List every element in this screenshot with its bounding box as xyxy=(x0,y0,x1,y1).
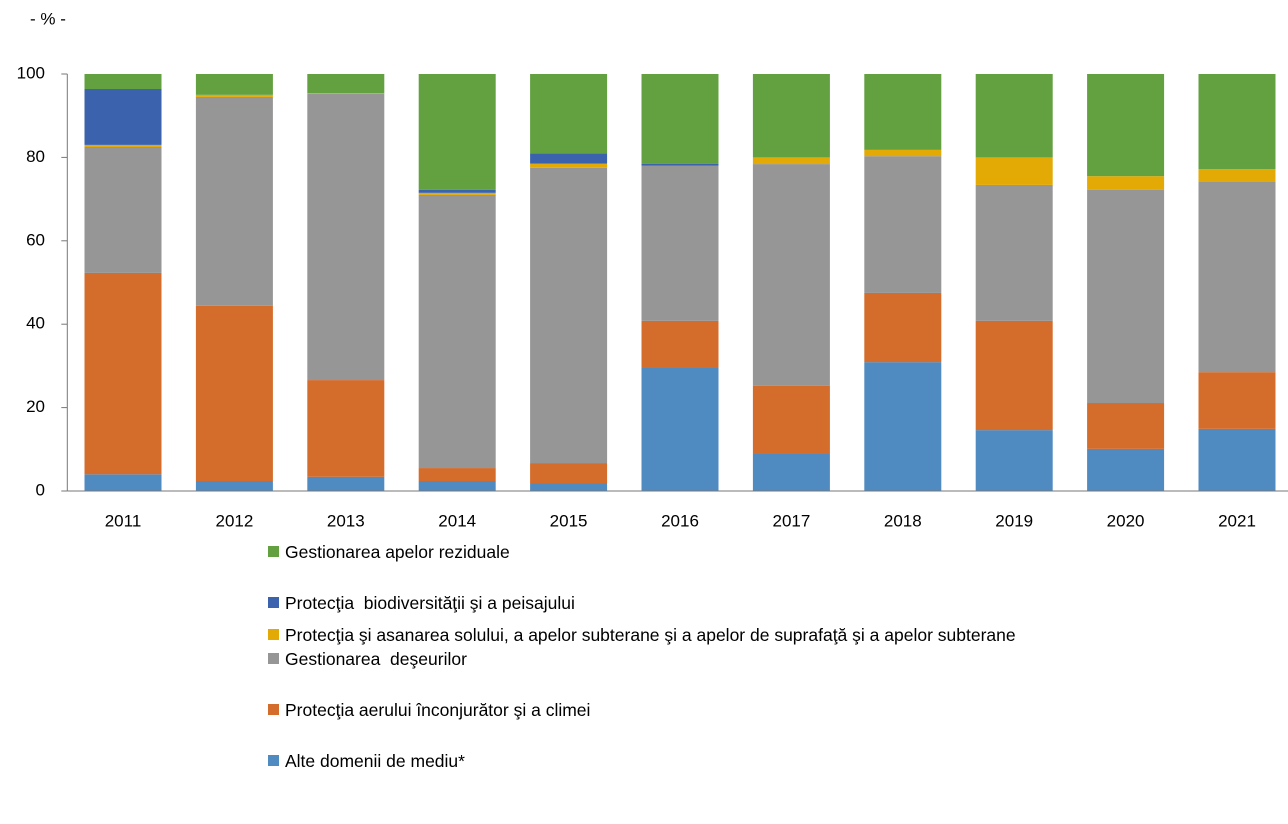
legend-item: Gestionarea deşeurilor xyxy=(268,647,1268,671)
bar-segment xyxy=(864,156,942,293)
bar-segment xyxy=(195,74,273,95)
y-tick-label: 100 xyxy=(17,63,45,82)
bar-segment xyxy=(418,74,496,190)
bar-segment xyxy=(641,320,719,368)
bar-segment xyxy=(530,163,608,168)
bar-segment xyxy=(195,96,273,306)
bar-segment xyxy=(864,149,942,157)
chart: - % - 0 20 40 60 80 100 2011 2012 2013 2014 2015 20… xyxy=(17,9,1288,530)
legend-label: Protecţia şi asanarea solului, a apelor … xyxy=(285,625,1016,645)
y-tick-label: 20 xyxy=(26,397,45,416)
bar-segment xyxy=(1087,176,1165,190)
bar-segment xyxy=(84,144,162,147)
bar-segment xyxy=(864,362,942,491)
bar-segment xyxy=(530,483,608,491)
bar-segment xyxy=(307,94,385,381)
bar-segment xyxy=(1198,169,1276,183)
bar-segment xyxy=(418,480,496,491)
bar-segment xyxy=(975,320,1053,431)
legend-label: Alte domenii de mediu* xyxy=(285,751,465,771)
bar-segment xyxy=(418,192,496,195)
y-axis-label: - % - xyxy=(30,9,66,28)
bar-segment xyxy=(1087,74,1165,177)
bar-segment xyxy=(975,184,1053,321)
bar-segment xyxy=(84,89,162,145)
bar-segment xyxy=(307,476,385,491)
bar-segment xyxy=(530,74,608,154)
bar-segment xyxy=(418,194,496,469)
legend-item: Alte domenii de mediu* xyxy=(268,749,1268,773)
bar-segment xyxy=(641,165,719,321)
bar-segment xyxy=(975,430,1053,491)
legend-swatch xyxy=(268,653,279,664)
bar-segment xyxy=(1198,182,1276,373)
bar-segment xyxy=(418,189,496,193)
x-tick-label: 2018 xyxy=(884,511,922,530)
bar-segment xyxy=(641,163,719,166)
x-tick-label: 2019 xyxy=(995,511,1033,530)
y-tick-label: 40 xyxy=(26,314,45,333)
bar-segment xyxy=(752,164,830,386)
bar-segment xyxy=(864,292,942,363)
bar-segment xyxy=(307,380,385,477)
bar-segment xyxy=(752,157,830,165)
legend-item: Protecţia biodiversităţii şi a peisajulu… xyxy=(268,591,615,615)
bar-segment xyxy=(752,74,830,158)
legend-label: Protecţia aerului înconjurător şi a clim… xyxy=(285,700,591,720)
legend-item: Protecţia şi asanarea solului, a apelor … xyxy=(268,623,1085,647)
x-tick-label: 2015 xyxy=(550,511,588,530)
bar-segment xyxy=(752,453,830,491)
bar-segment xyxy=(307,74,385,94)
x-tick-label: 2017 xyxy=(772,511,810,530)
legend-swatch xyxy=(268,755,279,766)
legend: Gestionarea apelor reziduale Protecţia bi… xyxy=(268,540,1268,773)
bar-segment xyxy=(1198,74,1276,170)
legend-swatch xyxy=(268,629,279,640)
x-tick-label: 2014 xyxy=(438,511,476,530)
legend-swatch xyxy=(268,546,279,557)
bar-segment xyxy=(418,468,496,481)
x-tick-label: 2016 xyxy=(661,511,699,530)
legend-item: Protecţia aerului înconjurător şi a clim… xyxy=(268,698,1268,722)
bar-segment xyxy=(1198,428,1276,491)
legend-item: Gestionarea apelor reziduale xyxy=(268,540,1268,564)
bar-segment xyxy=(195,480,273,491)
x-tick-label: 2020 xyxy=(1107,511,1145,530)
legend-swatch xyxy=(268,704,279,715)
bar-segment xyxy=(1087,189,1165,404)
bar-segment xyxy=(975,74,1053,158)
bar-segment xyxy=(84,272,162,475)
legend-label: Gestionarea deşeurilor xyxy=(285,649,467,669)
x-tick-label: 2011 xyxy=(105,511,142,530)
bar-segment xyxy=(530,463,608,484)
y-tick-label: 80 xyxy=(26,147,45,166)
bar-segment xyxy=(530,153,608,164)
bar-segment xyxy=(1087,448,1165,491)
y-tick-label: 60 xyxy=(26,230,45,249)
bar-segment xyxy=(307,93,385,95)
legend-swatch xyxy=(268,597,279,608)
bar-segment xyxy=(864,74,942,150)
bar-segment xyxy=(84,74,162,90)
bar-segment xyxy=(1198,372,1276,429)
bar-segment xyxy=(641,367,719,491)
bar-segment xyxy=(84,146,162,273)
bar-segment xyxy=(84,474,162,491)
bar-segment xyxy=(195,305,273,481)
x-tick-label: 2021 xyxy=(1218,511,1256,530)
bar-segment xyxy=(975,157,1053,185)
bar-segment xyxy=(641,74,719,164)
bar-segment xyxy=(752,385,830,454)
bar-segment xyxy=(530,167,608,464)
bar-segment xyxy=(195,94,273,97)
legend-label: Protecţia biodiversităţii şi a peisajulu… xyxy=(285,593,575,613)
x-tick-label: 2013 xyxy=(327,511,365,530)
legend-label: Gestionarea apelor reziduale xyxy=(285,542,510,562)
y-tick-label: 0 xyxy=(36,480,45,499)
x-tick-label: 2012 xyxy=(215,511,253,530)
bar-segment xyxy=(1087,403,1165,449)
